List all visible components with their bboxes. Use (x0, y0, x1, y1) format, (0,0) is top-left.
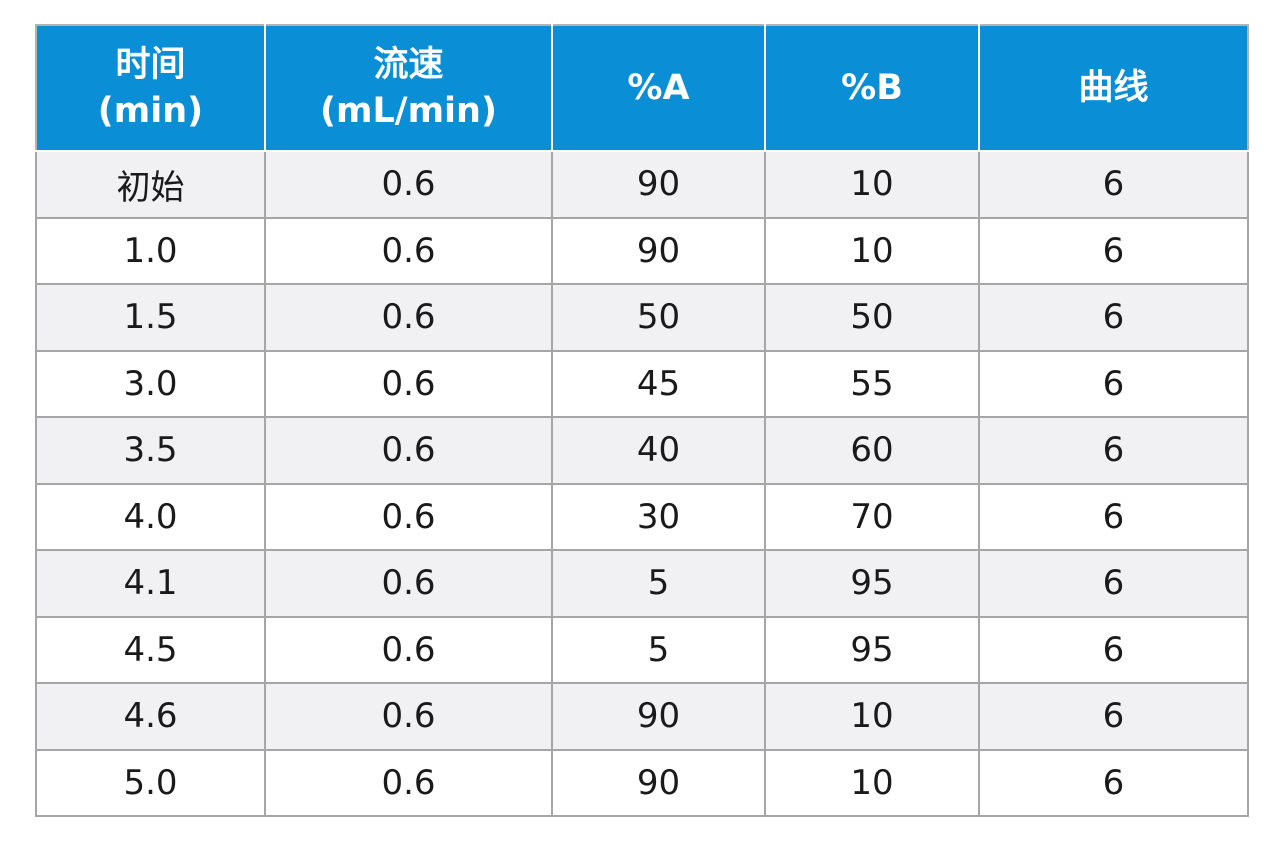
cell-flow: 0.6 (264, 416, 553, 485)
cell-flow: 0.6 (264, 748, 553, 817)
cell-pct-b: 10 (764, 682, 980, 751)
cell-pct-a: 90 (551, 682, 766, 751)
cell-pct-a: 5 (551, 615, 766, 684)
header-pct-b: %B (764, 24, 980, 152)
table-header: 时间 (min) 流速 (mL/min) %A %B 曲线 (35, 24, 1249, 152)
header-flow: 流速 (mL/min) (264, 24, 553, 152)
cell-time: 1.5 (35, 283, 266, 352)
cell-pct-a: 90 (551, 216, 766, 285)
cell-flow: 0.6 (264, 283, 553, 352)
cell-curve: 6 (978, 615, 1249, 684)
cell-pct-b: 95 (764, 549, 980, 618)
table-row: 5.0 0.6 90 10 6 (35, 748, 1249, 817)
cell-curve: 6 (978, 216, 1249, 285)
cell-pct-b: 10 (764, 216, 980, 285)
cell-flow: 0.6 (264, 549, 553, 618)
gradient-table: 时间 (min) 流速 (mL/min) %A %B 曲线 初始 0.6 90 … (35, 24, 1249, 817)
cell-time: 初始 (35, 150, 266, 219)
cell-curve: 6 (978, 682, 1249, 751)
table-body: 初始 0.6 90 10 6 1.0 0.6 90 10 6 1.5 0.6 5… (35, 150, 1249, 817)
cell-pct-a: 5 (551, 549, 766, 618)
cell-pct-b: 50 (764, 283, 980, 352)
cell-pct-b: 10 (764, 748, 980, 817)
table-row: 4.0 0.6 30 70 6 (35, 482, 1249, 551)
cell-pct-a: 30 (551, 482, 766, 551)
table-row: 4.1 0.6 5 95 6 (35, 549, 1249, 618)
cell-curve: 6 (978, 549, 1249, 618)
table-row: 3.0 0.6 45 55 6 (35, 349, 1249, 418)
cell-curve: 6 (978, 283, 1249, 352)
cell-time: 4.1 (35, 549, 266, 618)
cell-time: 4.0 (35, 482, 266, 551)
cell-flow: 0.6 (264, 150, 553, 219)
cell-curve: 6 (978, 150, 1249, 219)
cell-curve: 6 (978, 482, 1249, 551)
cell-pct-b: 10 (764, 150, 980, 219)
cell-pct-a: 45 (551, 349, 766, 418)
cell-curve: 6 (978, 416, 1249, 485)
cell-flow: 0.6 (264, 615, 553, 684)
gradient-table-container: 时间 (min) 流速 (mL/min) %A %B 曲线 初始 0.6 90 … (35, 24, 1249, 817)
header-flow-label: 流速 (373, 45, 444, 85)
cell-flow: 0.6 (264, 216, 553, 285)
cell-flow: 0.6 (264, 682, 553, 751)
table-row: 4.6 0.6 90 10 6 (35, 682, 1249, 751)
cell-time: 1.0 (35, 216, 266, 285)
cell-pct-a: 90 (551, 748, 766, 817)
table-row: 4.5 0.6 5 95 6 (35, 615, 1249, 684)
header-flow-unit: (mL/min) (320, 91, 497, 131)
table-row: 初始 0.6 90 10 6 (35, 150, 1249, 219)
cell-pct-b: 55 (764, 349, 980, 418)
cell-pct-b: 95 (764, 615, 980, 684)
cell-pct-b: 70 (764, 482, 980, 551)
cell-time: 4.6 (35, 682, 266, 751)
header-time-label: 时间 (115, 45, 186, 85)
cell-pct-a: 50 (551, 283, 766, 352)
cell-time: 3.5 (35, 416, 266, 485)
cell-pct-b: 60 (764, 416, 980, 485)
cell-pct-a: 40 (551, 416, 766, 485)
cell-time: 3.0 (35, 349, 266, 418)
header-pct-a: %A (551, 24, 766, 152)
header-row: 时间 (min) 流速 (mL/min) %A %B 曲线 (35, 24, 1249, 152)
cell-pct-a: 90 (551, 150, 766, 219)
cell-curve: 6 (978, 349, 1249, 418)
table-row: 1.0 0.6 90 10 6 (35, 216, 1249, 285)
table-row: 1.5 0.6 50 50 6 (35, 283, 1249, 352)
cell-time: 5.0 (35, 748, 266, 817)
cell-time: 4.5 (35, 615, 266, 684)
table-row: 3.5 0.6 40 60 6 (35, 416, 1249, 485)
cell-flow: 0.6 (264, 349, 553, 418)
header-time-unit: (min) (97, 91, 204, 131)
cell-flow: 0.6 (264, 482, 553, 551)
cell-curve: 6 (978, 748, 1249, 817)
header-curve: 曲线 (978, 24, 1249, 152)
header-time: 时间 (min) (35, 24, 266, 152)
